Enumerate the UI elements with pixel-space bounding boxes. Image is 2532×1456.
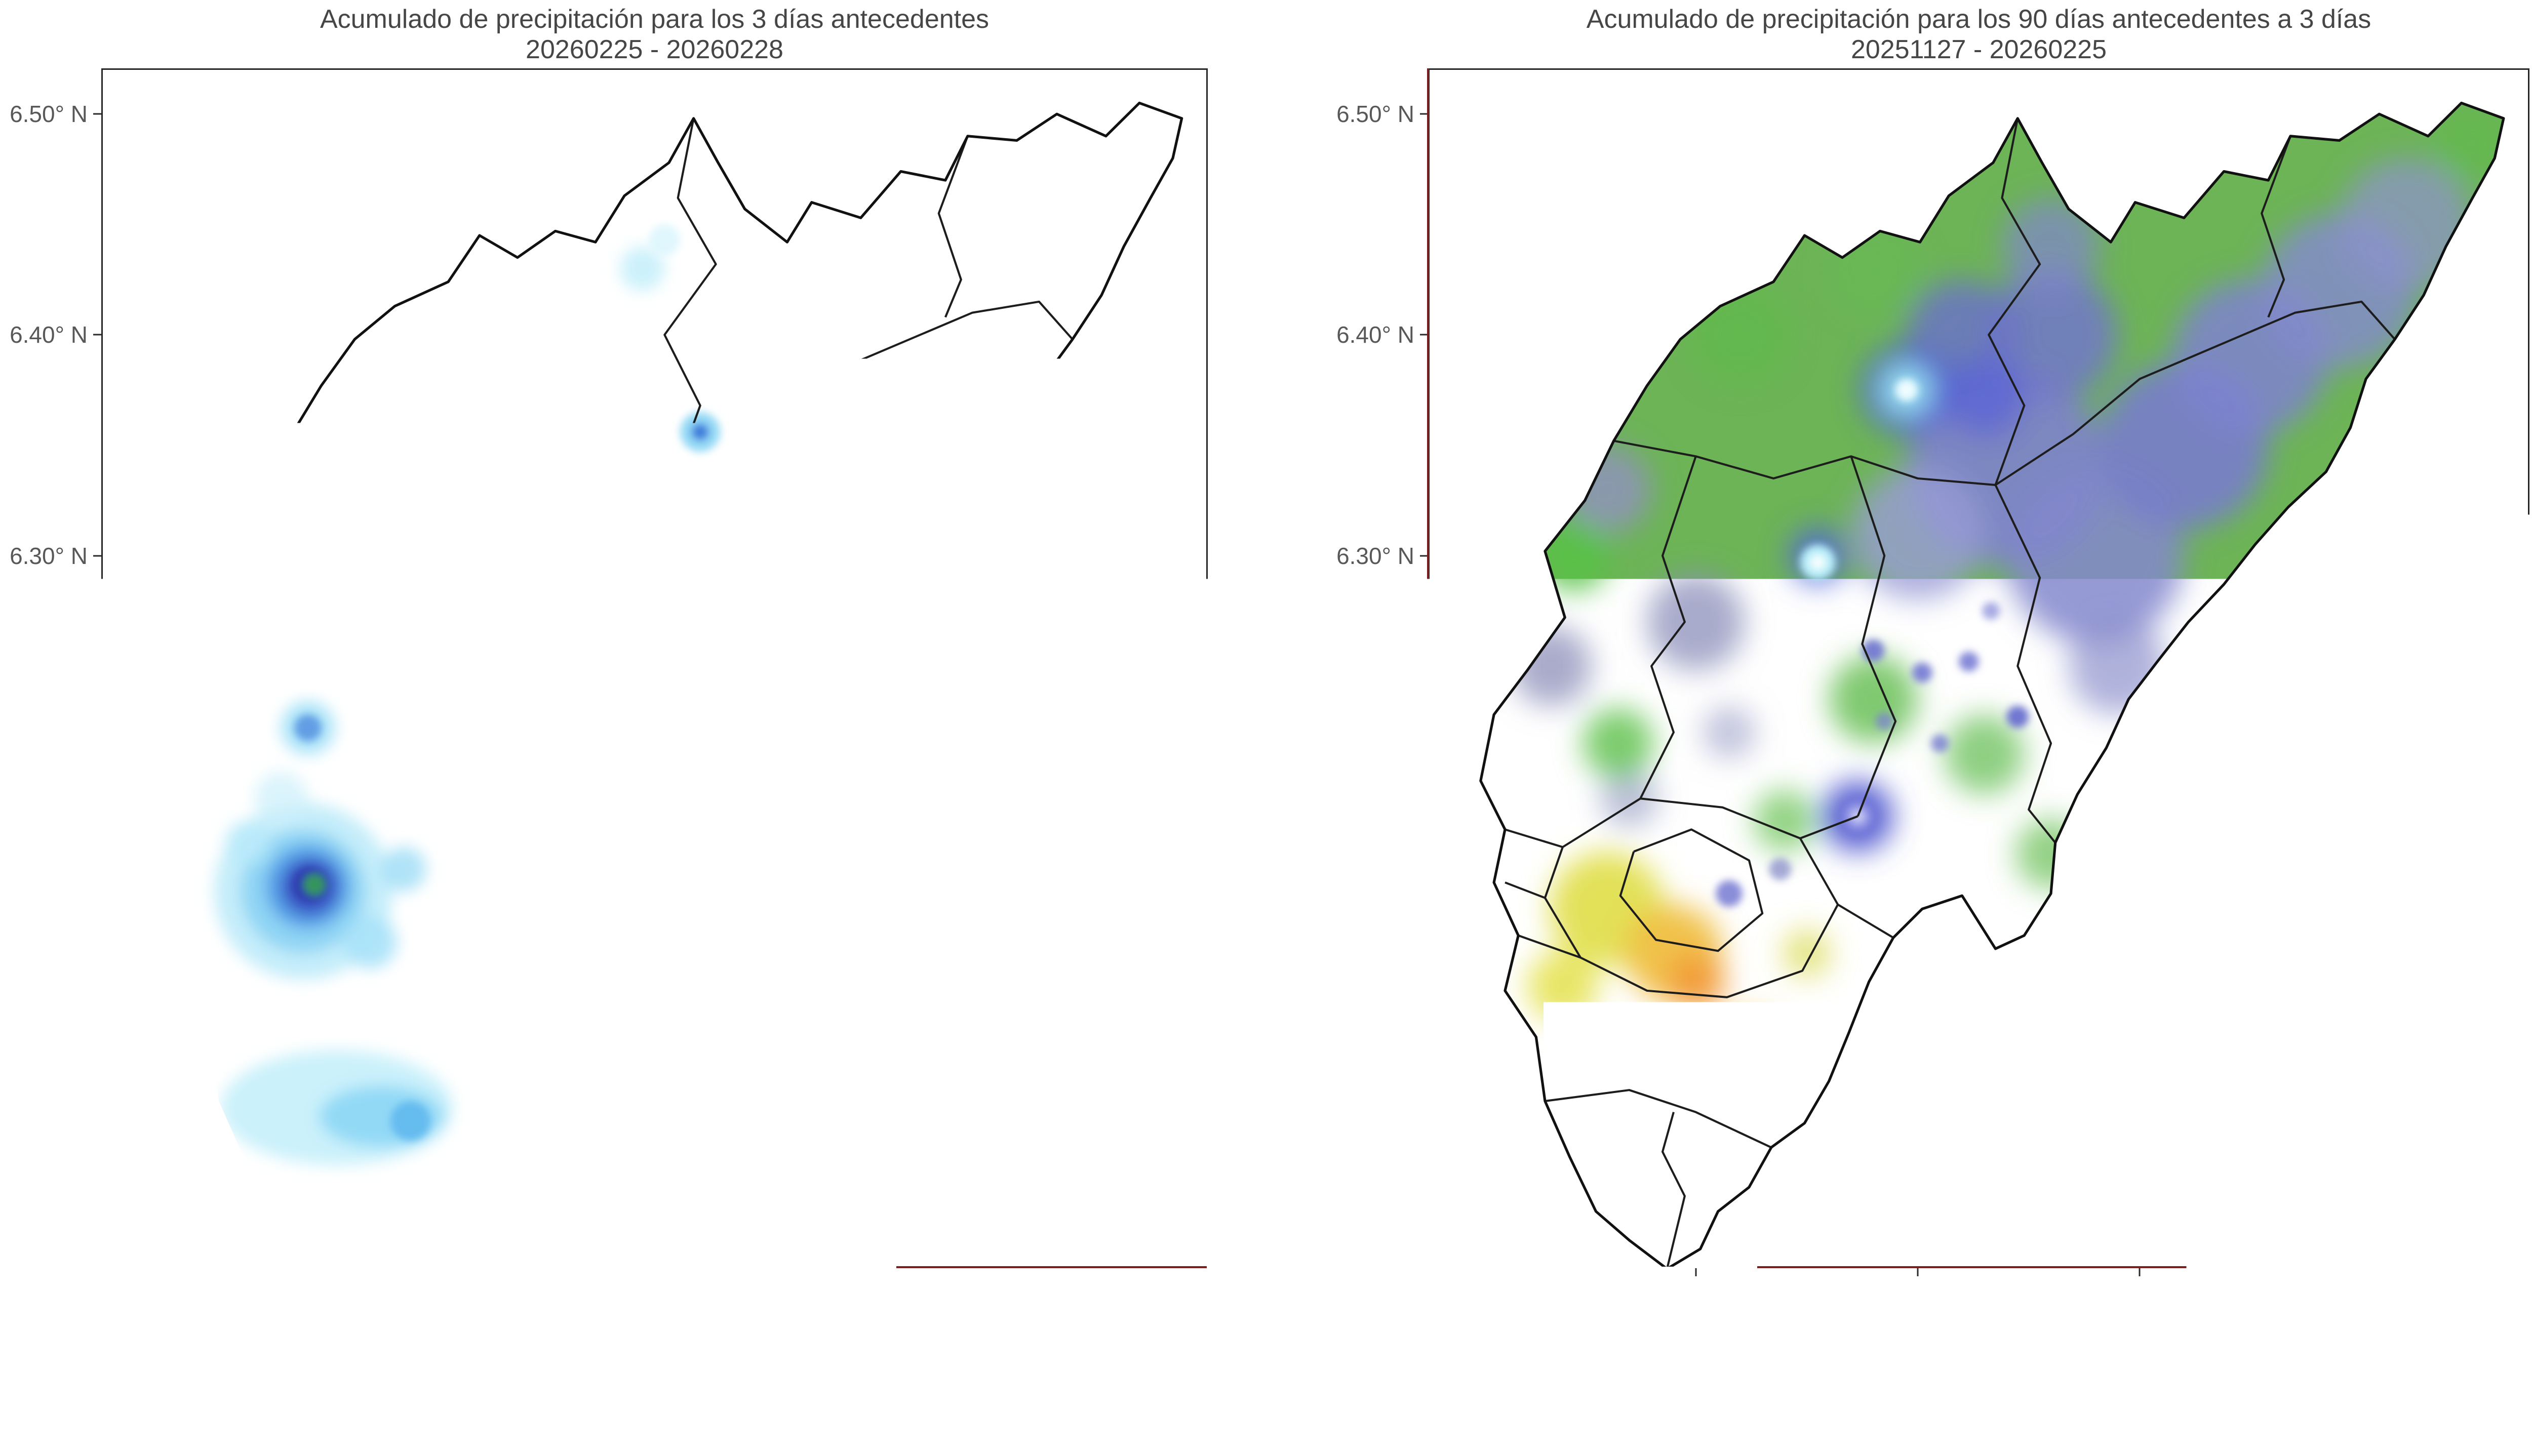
colorbar-tick-label: 1 [156, 1356, 170, 1382]
x-tick-mark [815, 1268, 817, 1276]
colorbar-tick-label: 15 [290, 1356, 316, 1382]
colorbar-tick-label: 100 [1580, 1356, 1619, 1382]
x-tick-label: 75.50° W [545, 1280, 641, 1307]
colorbar-tick-label: 20 [340, 1356, 366, 1382]
colorbar-tick-label: 10 [240, 1356, 266, 1382]
x-tick-mark [1917, 1268, 1918, 1276]
y-tick-mark [93, 996, 101, 998]
colorbar-tick-label: 100 [1135, 1356, 1174, 1382]
colorbar-tick-label: 5 [196, 1356, 210, 1382]
y-tick-label: 6.00° N [10, 1204, 88, 1232]
colorbar-tick-label: 35 [491, 1356, 517, 1382]
colorbar-tick-label: 60 [741, 1356, 767, 1382]
x-tick-mark [2139, 1268, 2141, 1276]
panel-title-line2: 20260225 - 20260228 [101, 34, 1208, 65]
colorbar-tick-label: 25 [390, 1356, 416, 1382]
colorbar-tick-label: 80 [941, 1356, 967, 1382]
colorbar-tick-label: 500 [1963, 1356, 2002, 1382]
map-90day [1430, 70, 2528, 1267]
colorbar-tick-label: 50 [641, 1356, 666, 1382]
y-tick-label: 6.50° N [1336, 100, 1414, 128]
panel-title-line1: Acumulado de precipitación para los 90 d… [1428, 4, 2529, 34]
x-tick-mark [1695, 1268, 1696, 1276]
x-tick-mark [1473, 1268, 1475, 1276]
x-tick-label: 75.30° W [991, 1280, 1087, 1307]
map-border-accent-right-panel-left-spine [1427, 68, 1429, 1268]
colorbar-label-90day: Acumulado Precipitación [mm] [1428, 1381, 2529, 1416]
colorbar-tick-label: 400 [1868, 1356, 1907, 1382]
colorbar-tick-label: 900 [2346, 1356, 2385, 1382]
x-tick-mark [2361, 1268, 2362, 1276]
y-tick-label: 6.30° N [1336, 542, 1414, 570]
x-tick-label: 75.70° W [1426, 1280, 1522, 1307]
map-border-accent-right-panel-bottom [1757, 1266, 2418, 1268]
y-tick-label: 6.20° N [1336, 763, 1414, 790]
colorbar-tick-label: 200 [1676, 1356, 1715, 1382]
map-3day [103, 70, 1206, 1267]
map-axes-90day: 75.70° W 75.60° W 75.50° W 75.40° W 75.30° W… [1428, 68, 2529, 1268]
y-tick-label: 6.20° N [10, 763, 88, 790]
colorbar-label-3day: Acumulado Precipitación [mm] [101, 1381, 1208, 1416]
x-tick-mark [1038, 1268, 1040, 1276]
x-tick-mark [370, 1268, 371, 1276]
map-border-accent-left-panel-bottom [896, 1266, 1207, 1268]
x-tick-label: 75.50° W [1870, 1280, 1966, 1307]
y-tick-mark [93, 113, 101, 115]
colorbar-tick-label: 800 [2250, 1356, 2289, 1382]
x-tick-label: 75.70° W [99, 1280, 195, 1307]
y-tick-label: 6.30° N [10, 542, 88, 570]
x-tick-label: 75.60° W [1648, 1280, 1744, 1307]
precipitation-figure: Acumulado de precipitación para los 3 dí… [0, 0, 2532, 1456]
panel-title-line2: 20251127 - 20260225 [1428, 34, 2529, 65]
y-tick-label: 6.40° N [1336, 321, 1414, 348]
x-tick-label: 75.40° W [768, 1280, 864, 1307]
x-tick-mark [592, 1268, 594, 1276]
colorbar-tick-label: 1000 [2435, 1356, 2487, 1382]
y-tick-mark [93, 776, 101, 777]
y-tick-mark [93, 1218, 101, 1219]
x-tick-label: 75.40° W [2091, 1280, 2188, 1307]
colorbar-tick-label: 40 [541, 1356, 567, 1382]
panel-title-3day: Acumulado de precipitación para los 3 dí… [101, 4, 1208, 65]
colorbar-tick-label: 700 [2155, 1356, 2194, 1382]
colorbar-tick-label: 0 [1497, 1356, 1511, 1382]
panel-title-line1: Acumulado de precipitación para los 3 dí… [101, 4, 1208, 34]
map-axes-3day: 75.70° W 75.60° W 75.50° W 75.40° W 75.30° W… [101, 68, 1208, 1268]
x-tick-label: 75.30° W [2314, 1280, 2410, 1307]
y-tick-mark [93, 555, 101, 556]
x-tick-label: 75.60° W [322, 1280, 418, 1307]
colorbar-tick-label: 30 [441, 1356, 466, 1382]
y-tick-label: 6.10° N [1336, 984, 1414, 1011]
panel-title-90day: Acumulado de precipitación para los 90 d… [1428, 4, 2529, 65]
y-tick-mark [93, 334, 101, 336]
x-tick-mark [147, 1268, 148, 1276]
colorbar-tick-label: 300 [1772, 1356, 1811, 1382]
y-tick-label: 6.50° N [10, 100, 88, 128]
colorbar-tick-label: 600 [2059, 1356, 2098, 1382]
y-tick-label: 6.10° N [10, 984, 88, 1011]
y-tick-label: 6.00° N [1336, 1204, 1414, 1232]
y-tick-label: 6.40° N [10, 321, 88, 348]
